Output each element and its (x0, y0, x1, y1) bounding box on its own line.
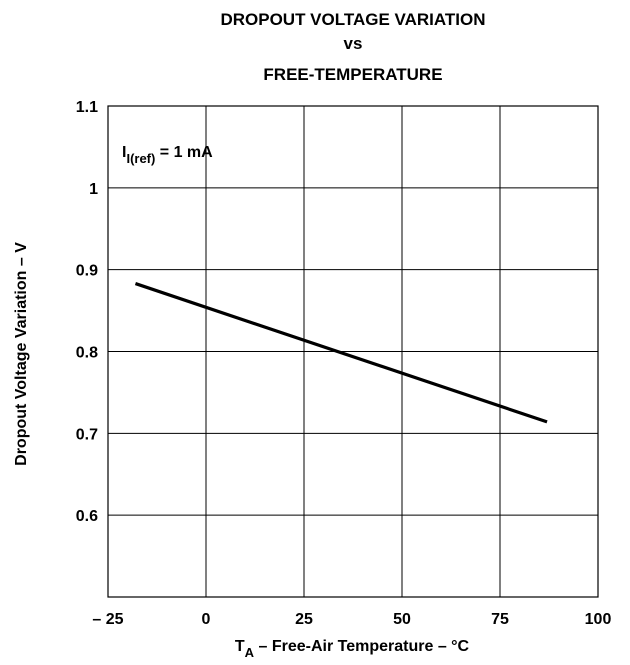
annotation-symbol: I (122, 144, 126, 161)
x-axis-label-text: – Free-Air Temperature – °C (254, 638, 470, 655)
x-tick-label: – 25 (92, 611, 123, 628)
y-tick-label: 0.7 (76, 426, 98, 443)
y-tick-label: 0.6 (76, 508, 98, 525)
grid (107, 105, 599, 597)
chart-title-line-3: FREE-TEMPERATURE (263, 65, 442, 84)
annotation-subscript: I(ref) (126, 151, 155, 166)
x-tick-label: 0 (202, 611, 211, 628)
annotation: II(ref) = 1 mA (122, 144, 213, 166)
series-line-0 (134, 282, 548, 424)
y-axis-ticks: 0.6 0.7 0.8 0.9 1 1.1 (76, 99, 98, 525)
x-tick-label: 50 (393, 611, 411, 628)
y-tick-label: 0.9 (76, 263, 98, 280)
x-axis-label: TA – Free-Air Temperature – °C (235, 638, 470, 660)
chart-title-line-1: DROPOUT VOLTAGE VARIATION (220, 10, 485, 29)
x-axis-ticks: – 25 0 25 50 75 100 (92, 611, 611, 628)
x-axis-label-subscript: A (245, 645, 255, 660)
chart-title-line-2: vs (344, 34, 363, 53)
y-axis-label: Dropout Voltage Variation – V (13, 242, 30, 466)
x-tick-label: 25 (295, 611, 313, 628)
x-tick-label: 100 (585, 611, 612, 628)
chart-title: DROPOUT VOLTAGE VARIATION vs FREE-TEMPER… (220, 10, 485, 84)
y-tick-label: 1.1 (76, 99, 98, 116)
y-tick-label: 1 (89, 181, 98, 198)
y-tick-label: 0.8 (76, 345, 98, 362)
plot-area (107, 105, 599, 598)
annotation-value: = 1 mA (155, 144, 213, 161)
x-tick-label: 75 (491, 611, 509, 628)
x-axis-label-symbol: T (235, 638, 245, 655)
series-group (134, 282, 548, 424)
